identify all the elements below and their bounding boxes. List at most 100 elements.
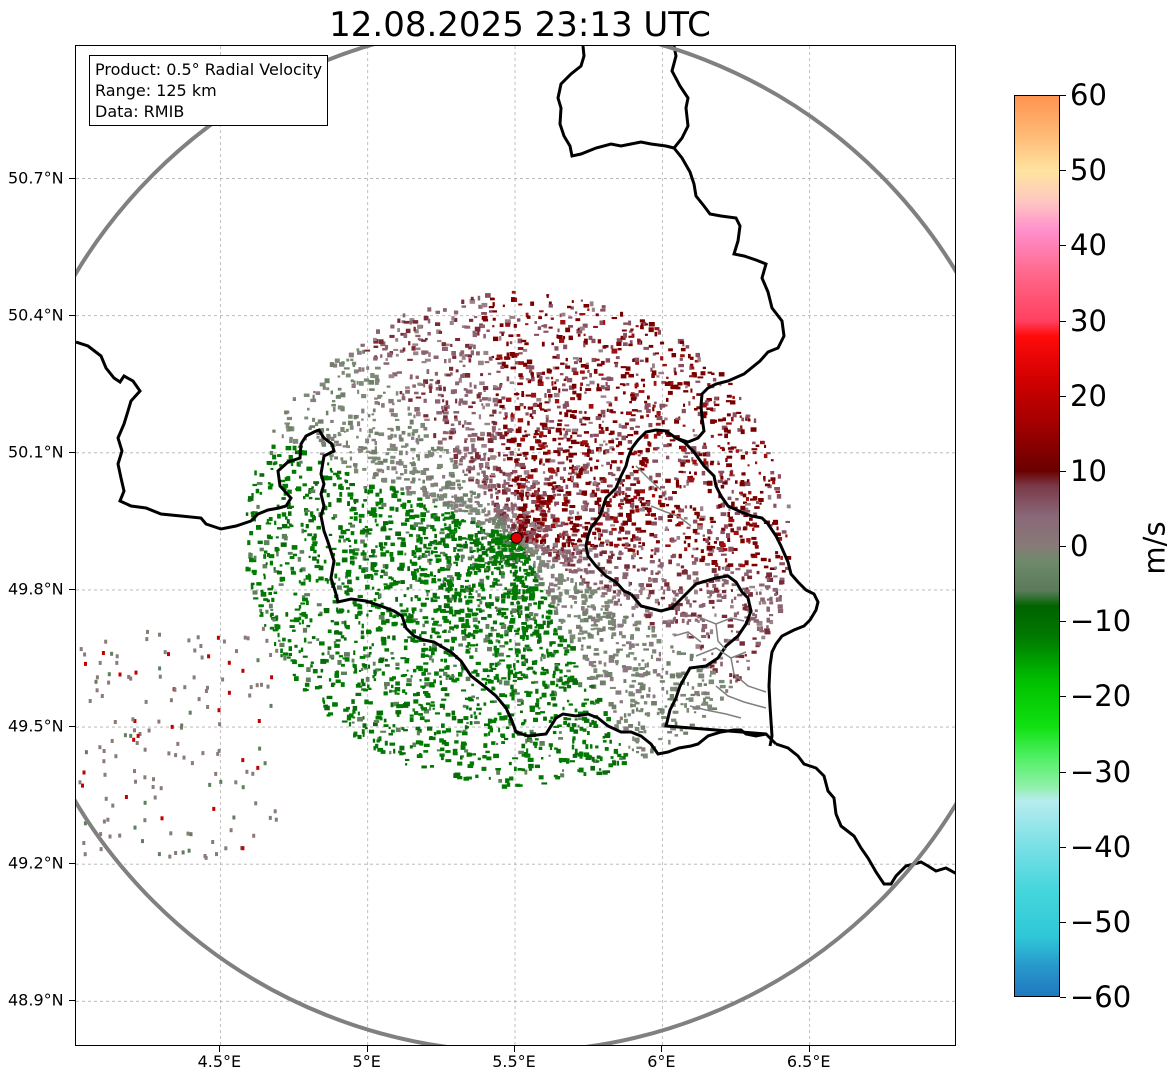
velocity-pixel [639, 583, 645, 588]
velocity-pixel [665, 622, 671, 628]
velocity-pixel [570, 646, 576, 651]
velocity-pixel [436, 635, 442, 639]
velocity-pixel [540, 502, 545, 508]
velocity-pixel [657, 329, 661, 335]
velocity-pixel [495, 357, 500, 360]
velocity-pixel [286, 416, 292, 421]
velocity-pixel [473, 384, 477, 389]
velocity-pixel [727, 496, 732, 501]
velocity-pixel [299, 613, 303, 616]
velocity-pixel [520, 477, 527, 482]
velocity-pixel [394, 434, 397, 438]
velocity-pixel [563, 467, 566, 471]
velocity-pixel [623, 679, 627, 683]
velocity-pixel [395, 596, 398, 602]
velocity-pixel [304, 416, 309, 420]
velocity-pixel [557, 586, 561, 590]
velocity-pixel [631, 522, 637, 526]
velocity-pixel [439, 738, 444, 743]
velocity-pixel [576, 484, 579, 488]
velocity-pixel [433, 505, 438, 508]
velocity-pixel [280, 542, 287, 547]
velocity-pixel [593, 668, 598, 673]
velocity-pixel [753, 525, 760, 528]
velocity-pixel [495, 491, 499, 495]
velocity-pixel [518, 513, 523, 517]
velocity-pixel [351, 721, 355, 724]
velocity-pixel [406, 607, 409, 613]
velocity-pixel [495, 393, 499, 397]
velocity-pixel [530, 535, 534, 541]
velocity-pixel [602, 420, 605, 423]
velocity-pixel [552, 488, 556, 494]
velocity-pixel [653, 534, 658, 539]
velocity-pixel [497, 432, 503, 436]
velocity-pixel [467, 512, 473, 515]
velocity-pixel [559, 411, 562, 415]
velocity-pixel [495, 639, 499, 643]
velocity-pixel [609, 676, 614, 682]
velocity-pixel [646, 693, 651, 698]
velocity-pixel [301, 450, 307, 456]
velocity-pixel [539, 444, 545, 448]
velocity-pixel [568, 595, 575, 598]
velocity-pixel [278, 639, 281, 642]
velocity-pixel [664, 490, 667, 495]
velocity-pixel [565, 376, 569, 379]
velocity-pixel [560, 619, 564, 624]
radar-map[interactable] [75, 45, 956, 1046]
velocity-pixel [245, 566, 249, 572]
velocity-pixel [601, 464, 604, 467]
velocity-pixel [447, 630, 451, 633]
velocity-pixel [599, 477, 606, 481]
velocity-pixel [742, 606, 747, 611]
velocity-pixel [355, 576, 360, 581]
velocity-pixel [529, 524, 535, 527]
velocity-pixel [319, 641, 325, 646]
velocity-pixel [484, 475, 488, 480]
velocity-pixel [418, 703, 422, 706]
velocity-pixel [323, 505, 327, 511]
velocity-pixel [584, 718, 590, 723]
velocity-pixel [409, 584, 413, 589]
velocity-pixel [721, 583, 725, 587]
velocity-pixel [371, 413, 375, 416]
velocity-pixel [496, 612, 501, 616]
velocity-pixel [660, 675, 664, 679]
velocity-pixel [554, 346, 559, 351]
velocity-pixel [278, 583, 284, 586]
velocity-pixel [670, 697, 674, 701]
velocity-pixel [578, 717, 583, 721]
velocity-pixel [370, 460, 375, 464]
velocity-pixel [454, 418, 458, 422]
velocity-pixel [562, 706, 565, 711]
velocity-pixel [501, 518, 507, 522]
velocity-pixel [417, 324, 422, 329]
velocity-pixel [529, 413, 533, 418]
velocity-pixel [435, 310, 440, 314]
velocity-pixel [441, 687, 448, 691]
velocity-pixel [511, 565, 518, 569]
velocity-pixel [373, 512, 376, 516]
velocity-pixel [445, 579, 452, 583]
velocity-pixel [559, 338, 565, 343]
velocity-pixel [418, 438, 424, 442]
velocity-pixel [512, 690, 517, 693]
velocity-pixel [640, 753, 644, 757]
velocity-pixel [460, 548, 464, 552]
velocity-pixel [363, 667, 368, 670]
velocity-pixel [459, 608, 465, 613]
velocity-pixel [526, 748, 529, 754]
velocity-pixel [324, 578, 328, 582]
velocity-pixel [485, 678, 492, 682]
velocity-pixel [640, 708, 644, 712]
velocity-pixel [532, 540, 538, 546]
velocity-pixel [505, 322, 511, 327]
velocity-pixel [467, 568, 470, 573]
velocity-pixel [597, 522, 603, 526]
velocity-pixel [339, 362, 345, 367]
velocity-pixel [721, 447, 725, 452]
velocity-pixel [334, 621, 340, 626]
velocity-pixel [520, 515, 525, 518]
velocity-pixel [562, 554, 568, 559]
